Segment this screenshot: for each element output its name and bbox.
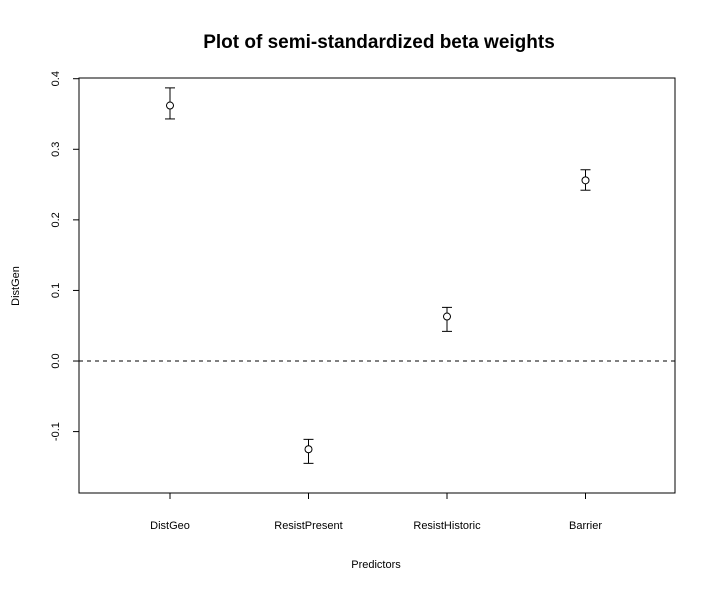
x-tick-label: ResistPresent <box>274 520 342 532</box>
x-axis-label: Predictors <box>351 559 401 571</box>
y-tick-label: -0.1 <box>50 422 62 441</box>
x-tick-label: Barrier <box>569 520 602 532</box>
point-resisthistoric <box>442 307 452 331</box>
y-tick-label: 0.1 <box>50 283 62 298</box>
point-resistpresent <box>304 439 314 463</box>
point-barrier <box>581 170 591 190</box>
y-axis-label: DistGen <box>10 266 22 306</box>
point-marker <box>444 313 451 320</box>
y-tick-label: 0.4 <box>50 71 62 86</box>
chart-title: Plot of semi-standardized beta weights <box>203 32 555 53</box>
point-distgeo <box>165 88 175 119</box>
point-marker <box>305 446 312 453</box>
y-tick-label: 0.0 <box>50 353 62 368</box>
y-tick-label: 0.2 <box>50 212 62 227</box>
point-marker <box>167 102 174 109</box>
y-axis: -0.1 0.0 0.1 0.2 0.3 0.4 <box>50 71 79 441</box>
y-tick-label: 0.3 <box>50 142 62 157</box>
x-axis: DistGeo ResistPresent ResistHistoric Barrie… <box>150 493 602 532</box>
x-tick-label: DistGeo <box>150 520 190 532</box>
plot-frame <box>79 78 675 493</box>
data-points <box>165 88 591 463</box>
point-marker <box>582 177 589 184</box>
x-tick-label: ResistHistoric <box>413 520 481 532</box>
